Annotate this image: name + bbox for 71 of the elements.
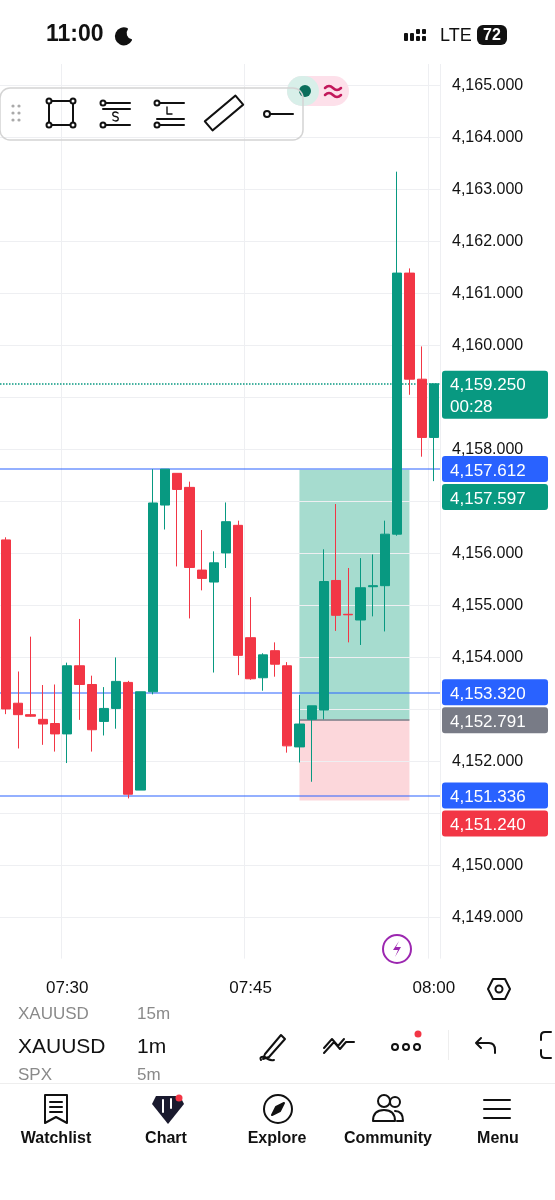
candlestick: [209, 550, 219, 674]
candlestick: [38, 684, 48, 746]
y-tick-label: 4,160.000: [452, 336, 524, 354]
candlestick: [245, 596, 256, 681]
y-tick-label: 4,150.000: [452, 856, 524, 874]
y-tick-label: 4,165.000: [452, 76, 524, 94]
candlestick: [282, 661, 292, 754]
candlestick: [404, 267, 415, 396]
candlestick: [233, 520, 243, 676]
text: SPX: [18, 1065, 53, 1084]
text: Community: [343, 1129, 433, 1146]
candlestick: [294, 694, 305, 764]
y-tick-label: 4,152.000: [452, 752, 524, 770]
text: XAUUSD: [18, 1034, 106, 1057]
text: Menu: [476, 1129, 520, 1146]
y-tick-label: 4,149.000: [452, 908, 524, 926]
text: 15m: [137, 1004, 171, 1023]
text: XAUUSD: [18, 1004, 89, 1023]
candlestick: [270, 641, 280, 678]
candlestick: [343, 567, 353, 643]
text: 11:00: [46, 20, 104, 46]
text: 1m: [137, 1034, 167, 1057]
ref-line-label: 4,152.791: [450, 711, 526, 731]
candlestick: [368, 553, 378, 617]
candlestick: [380, 520, 390, 632]
candlestick: [111, 656, 121, 730]
y-tick-label: 4,163.000: [452, 180, 524, 198]
candlestick: [307, 705, 317, 783]
candlestick: [160, 468, 170, 530]
x-tick-label: 07:30: [45, 978, 89, 998]
candlestick: [184, 481, 195, 619]
ref-line-label: 4,151.336: [450, 786, 526, 806]
y-tick-label: 4,158.000: [452, 440, 524, 458]
candlestick: [417, 345, 427, 458]
band-label: 4,151.240: [450, 814, 526, 834]
text: 5m: [137, 1065, 161, 1084]
x-tick-label: 07:45: [229, 978, 272, 998]
candlestick: [331, 503, 341, 632]
candlestick: [13, 671, 23, 749]
ref-line-label: 4,157.612: [450, 460, 526, 480]
candlestick: [1, 536, 11, 715]
y-tick-label: 4,154.000: [452, 648, 524, 666]
candlestick: [123, 680, 133, 799]
y-tick-label: 4,156.000: [452, 544, 524, 562]
candlestick: [135, 691, 146, 791]
candlestick: [221, 501, 231, 569]
y-tick-label: 4,155.000: [452, 596, 524, 614]
candlestick: [258, 652, 268, 692]
candlestick: [99, 686, 109, 736]
y-tick-label: 4,161.000: [452, 284, 524, 302]
candlestick: [25, 636, 36, 718]
text: LTE: [440, 25, 472, 45]
text: 72: [477, 25, 507, 45]
ref-line-label: 4,159.250 00:28: [450, 375, 526, 417]
y-tick-label: 4,164.000: [452, 128, 524, 146]
band-label: 4,157.597: [450, 488, 526, 508]
text: Chart: [144, 1129, 188, 1146]
candlestick: [87, 675, 97, 753]
candlestick: [355, 557, 366, 646]
ref-line-label: 4,153.320: [450, 683, 526, 703]
candlestick: [172, 472, 182, 567]
candlestick: [74, 618, 85, 721]
candlestick: [50, 684, 60, 753]
text: Explore: [246, 1129, 308, 1146]
x-tick-label: 08:00: [412, 978, 456, 998]
candlestick: [319, 548, 329, 720]
candlestick: [148, 468, 158, 695]
candlestick: [197, 529, 207, 591]
text: Watchlist: [19, 1129, 93, 1146]
candlestick: [62, 662, 72, 764]
y-tick-label: 4,162.000: [452, 232, 524, 250]
